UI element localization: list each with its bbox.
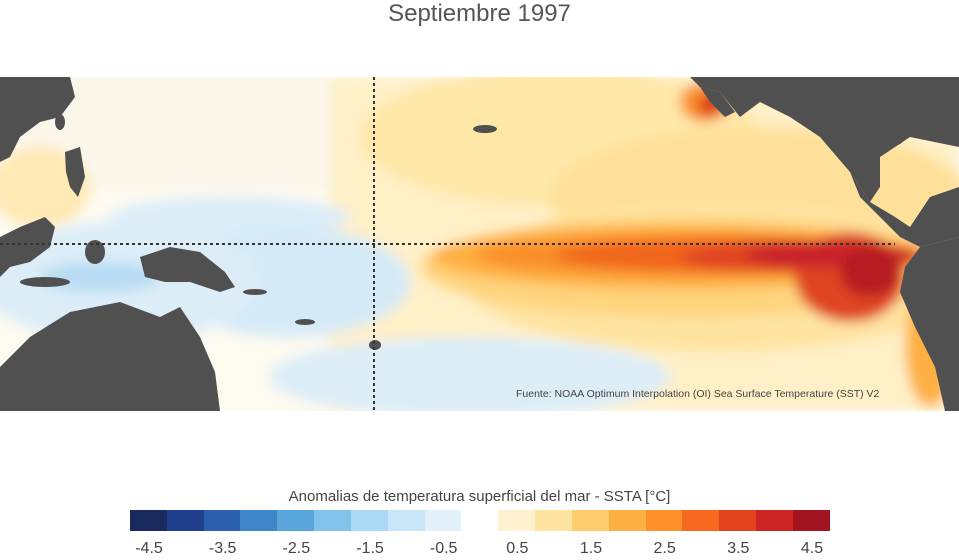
colorbar-swatch <box>240 510 278 531</box>
land-taiwan <box>55 114 65 130</box>
colorbar-swatch <box>424 510 462 531</box>
land-philippines <box>65 147 85 197</box>
map-title: Septiembre 1997 <box>388 0 571 27</box>
colorbar-swatch <box>130 510 167 531</box>
colorbar-tick-label: -0.5 <box>429 540 458 557</box>
colorbar-tick-label: 0.5 <box>506 540 529 557</box>
colorbar-swatch <box>277 510 315 531</box>
land-central-america <box>850 172 959 247</box>
land-south-america <box>900 237 959 411</box>
colorbar-tick-label: 3.5 <box>727 540 750 557</box>
land-java <box>20 277 70 287</box>
colorbar <box>130 510 830 531</box>
colorbar-swatch <box>608 510 646 531</box>
land-new-guinea <box>140 247 235 292</box>
sst-anomaly-map <box>0 77 959 411</box>
colorbar-swatch <box>498 510 536 531</box>
source-note: Fuente: NOAA Optimum Interpolation (OI) … <box>516 388 880 400</box>
land-sulawesi <box>85 240 105 264</box>
colorbar-tick-label: -3.5 <box>208 540 237 557</box>
colorbar-swatch <box>756 510 793 531</box>
colorbar-swatch <box>535 510 572 531</box>
colorbar-swatch <box>314 510 351 531</box>
land-north-america <box>690 77 959 202</box>
colorbar-tick-label: 1.5 <box>579 540 603 557</box>
land-australia <box>0 302 220 411</box>
colorbar-swatch <box>166 510 204 531</box>
land-fiji <box>369 340 381 350</box>
colorbar-swatch <box>461 510 499 531</box>
colorbar-tick-label: -4.5 <box>135 540 163 557</box>
colorbar-tick-label: -2.5 <box>282 540 311 557</box>
colorbar-swatch <box>571 510 609 531</box>
colorbar-swatch <box>719 510 757 531</box>
land-new-caledonia <box>295 319 315 325</box>
colorbar-swatch <box>387 510 425 531</box>
colorbar-swatch <box>203 510 241 531</box>
colorbar-label: Anomalias de temperatura superficial del… <box>288 488 671 505</box>
colorbar-swatch <box>682 510 720 531</box>
land-solomon <box>243 289 267 295</box>
colorbar-tick-label: 4.5 <box>800 540 824 557</box>
land-baja <box>700 87 735 117</box>
colorbar-swatch <box>645 510 683 531</box>
colorbar-swatch <box>792 510 830 531</box>
colorbar-tick-label: -1.5 <box>356 540 384 557</box>
land-borneo-sumatra <box>0 217 55 277</box>
land <box>0 77 959 411</box>
land-cuba <box>858 137 902 147</box>
land-hawaii <box>473 125 497 133</box>
colorbar-tick-label: 2.5 <box>653 540 676 557</box>
colorbar-ticks: -4.5 -3.5 -2.5 -1.5 -0.5 0.5 1.5 2.5 3.5 4.5 <box>0 540 959 560</box>
land-asia <box>0 77 75 162</box>
colorbar-swatch <box>350 510 388 531</box>
